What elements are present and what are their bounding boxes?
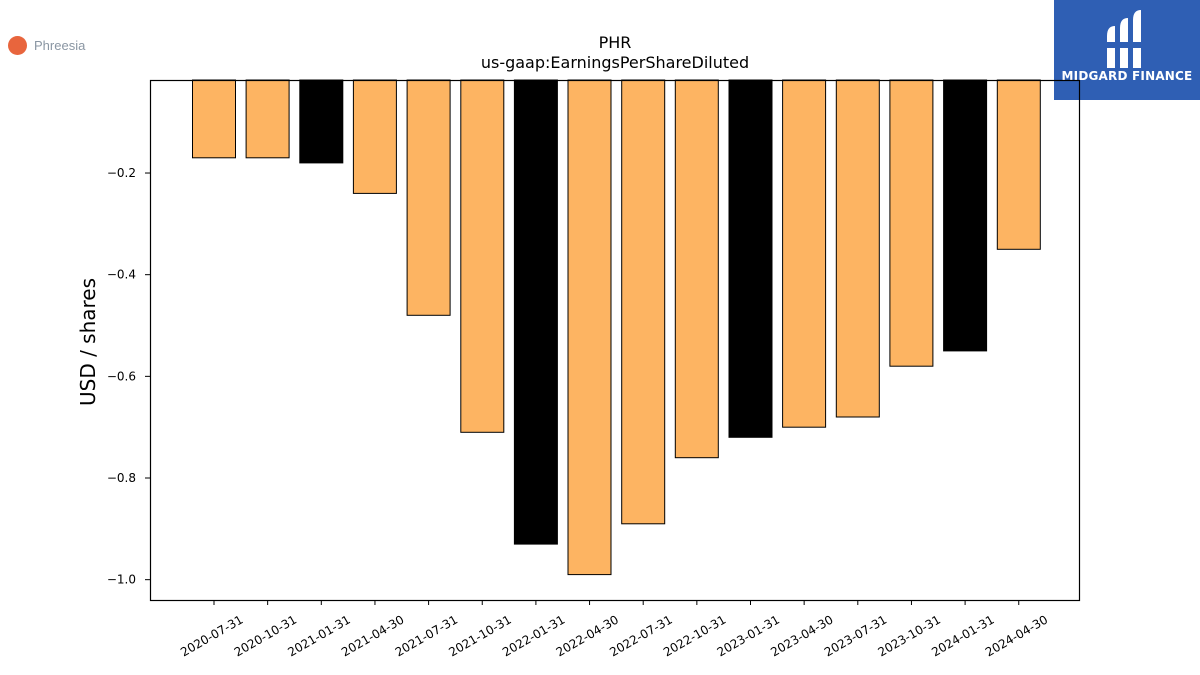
bar-2022-01-31 <box>513 79 558 545</box>
brand-name: MIDGARD FINANCE <box>1061 69 1193 83</box>
y-tick-label: −1.0 <box>107 573 136 587</box>
bar-2023-10-31 <box>889 79 934 367</box>
bar-2022-04-30 <box>567 79 612 576</box>
bar-2023-07-31 <box>835 79 880 418</box>
bars-group <box>192 79 1041 576</box>
bar-2021-07-31 <box>406 79 451 316</box>
bar-2020-10-31 <box>245 79 290 159</box>
chart-subtitle: us-gaap:EarningsPerShareDiluted <box>481 53 749 72</box>
company-logo-dot <box>8 35 27 55</box>
bar-2024-04-30 <box>996 79 1041 250</box>
bar-2021-01-31 <box>299 79 344 164</box>
bar-2023-01-31 <box>728 79 773 438</box>
plot-frame <box>149 79 1081 602</box>
bar-2021-10-31 <box>460 79 505 433</box>
bar-2024-01-31 <box>943 79 988 352</box>
brand-logo: MIDGARD FINANCE <box>1054 0 1200 100</box>
y-tick-label: −0.2 <box>107 166 136 180</box>
bar-2021-04-30 <box>352 79 397 194</box>
chart-title: PHR <box>599 33 632 52</box>
company-name: Phreesia <box>34 37 86 53</box>
y-tick-label: −0.4 <box>107 268 136 282</box>
bar-2023-04-30 <box>782 79 827 428</box>
company-logo: Phreesia <box>8 35 85 55</box>
y-axis-ticks: −0.2 −0.4 −0.6 −0.8 −1.0 <box>107 166 150 587</box>
bar-2020-07-31 <box>192 79 236 159</box>
y-tick-label: −0.8 <box>107 471 136 485</box>
bar-2022-10-31 <box>674 79 719 459</box>
y-axis-label: USD / shares <box>76 278 100 406</box>
brand-mark-icon <box>1103 10 1149 68</box>
bar-2022-07-31 <box>621 79 666 525</box>
y-tick-label: −0.6 <box>107 369 136 383</box>
x-axis-ticks: 2020-07-312020-10-312021-01-312021-04-30… <box>178 600 1050 659</box>
